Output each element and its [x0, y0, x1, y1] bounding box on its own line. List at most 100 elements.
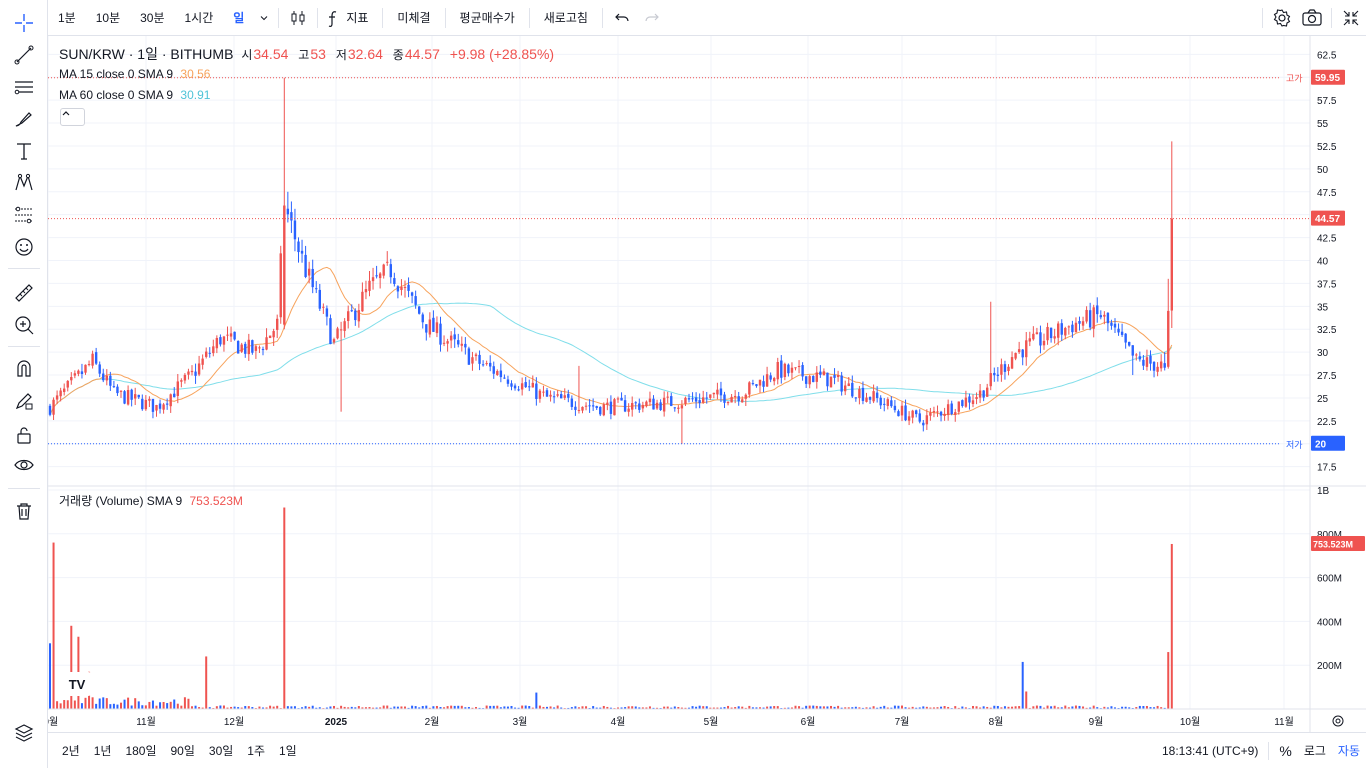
high-value: 53 [310, 46, 326, 62]
volume-bar [570, 707, 573, 709]
candle-body [819, 371, 822, 375]
candle-body [481, 364, 485, 366]
candle-body [780, 360, 783, 378]
volume-bar [301, 707, 304, 709]
candle-body [602, 404, 605, 416]
indicators-button[interactable]: 지표 [346, 11, 369, 25]
candle-body [1074, 322, 1078, 333]
crosshair-icon[interactable] [9, 8, 39, 38]
candle-body [915, 410, 918, 415]
emoji-icon[interactable] [9, 232, 39, 262]
volume-bar [528, 705, 531, 709]
volume-bar [187, 698, 190, 709]
redo-icon[interactable] [637, 0, 667, 36]
range-1y[interactable]: 1년 [93, 744, 112, 758]
undo-icon[interactable] [607, 0, 637, 36]
volume-bar [329, 706, 332, 709]
range-90d[interactable]: 90일 [170, 744, 195, 758]
trend-line-icon[interactable] [9, 40, 39, 70]
interval-1d[interactable]: 일 [233, 11, 245, 25]
unlock-icon[interactable] [9, 420, 39, 450]
candle-body [1081, 321, 1085, 326]
range-2y[interactable]: 2년 [62, 744, 80, 758]
volume-bar [372, 707, 375, 709]
volume-bar [194, 705, 197, 709]
camera-icon[interactable] [1297, 0, 1327, 36]
object-tree-icon[interactable] [9, 718, 39, 748]
candle-body [808, 376, 811, 385]
candle-body [219, 337, 222, 345]
candle-body [141, 398, 144, 410]
range-1d[interactable]: 1일 [279, 744, 297, 758]
clock-timezone[interactable]: 18:13:41 (UTC+9) [1161, 743, 1259, 758]
candle-body [1003, 364, 1007, 372]
range-30d[interactable]: 30일 [208, 744, 234, 758]
volume-bar [123, 699, 126, 709]
volume-bar [723, 707, 726, 709]
text-tool-icon[interactable] [9, 136, 39, 166]
time-tick-label: 8월 [989, 716, 1004, 728]
time-tick-label: 3월 [513, 716, 528, 728]
candles-icon[interactable] [283, 0, 313, 36]
magnet-icon[interactable] [9, 354, 39, 384]
candle-body [954, 412, 957, 415]
eye-icon[interactable] [9, 450, 39, 480]
volume-legend[interactable]: 거래량 (Volume) SMA 9 753.523M [59, 492, 247, 509]
volume-bar [485, 705, 488, 709]
candle-body [1060, 323, 1063, 335]
candle-body [183, 374, 187, 381]
settings-icon[interactable] [1267, 0, 1297, 36]
ruler-icon[interactable] [9, 278, 39, 308]
brush-icon[interactable] [9, 104, 39, 134]
ma15-legend[interactable]: MA 15 close 0 SMA 9 30.56 [59, 67, 214, 81]
candle-body [773, 378, 776, 382]
candle-body [418, 306, 421, 314]
candle-body [666, 396, 669, 398]
candle-body [268, 335, 272, 339]
scale-settings-icon [1332, 715, 1344, 727]
horizontal-lines-icon[interactable] [9, 72, 39, 102]
auto-toggle[interactable]: 자동 [1337, 744, 1360, 758]
volume-bar [425, 705, 428, 709]
tradingview-logo[interactable]: TV [62, 672, 92, 696]
avg-price-button[interactable]: 평균매수가 [459, 11, 515, 25]
candle-body [570, 398, 574, 407]
lock-drawings-icon[interactable] [9, 386, 39, 416]
function-icon[interactable] [322, 0, 344, 36]
refresh-button[interactable]: 새로고침 [543, 11, 588, 25]
candle-body [435, 322, 439, 334]
log-toggle[interactable]: 로그 [1303, 744, 1326, 758]
chevron-down-icon[interactable] [254, 0, 274, 36]
zoom-in-icon[interactable] [9, 310, 39, 340]
open-trades-button[interactable]: 미체결 [397, 11, 431, 25]
volume-bar [1050, 706, 1053, 709]
volume-bar [315, 707, 318, 709]
collapse-legend-button[interactable] [60, 108, 85, 126]
trash-icon[interactable] [9, 496, 39, 526]
volume-bar [996, 705, 999, 709]
volume-bar [446, 706, 449, 709]
interval-1m[interactable]: 1분 [58, 11, 76, 25]
candle-body [875, 392, 879, 399]
range-180d[interactable]: 180일 [125, 744, 157, 758]
time-tick-label: 11월 [1274, 716, 1294, 728]
candle-body [631, 403, 634, 410]
candle-body [538, 390, 542, 399]
range-1w[interactable]: 1주 [247, 744, 265, 758]
candle-body [712, 392, 716, 395]
fib-icon[interactable] [9, 200, 39, 230]
candle-body [194, 371, 197, 376]
collapse-fullscreen-icon[interactable] [1336, 0, 1366, 36]
pattern-icon[interactable] [9, 168, 39, 198]
volume-bar [215, 706, 218, 709]
interval-10m[interactable]: 10분 [95, 11, 121, 25]
volume-bar [727, 705, 730, 709]
interval-1h[interactable]: 1시간 [184, 11, 214, 25]
ma60-legend[interactable]: MA 60 close 0 SMA 9 30.91 [59, 88, 214, 102]
interval-30m[interactable]: 30분 [140, 11, 165, 25]
volume-bar [443, 707, 446, 709]
percent-toggle[interactable]: % [1279, 742, 1292, 759]
candle-body [986, 387, 989, 397]
